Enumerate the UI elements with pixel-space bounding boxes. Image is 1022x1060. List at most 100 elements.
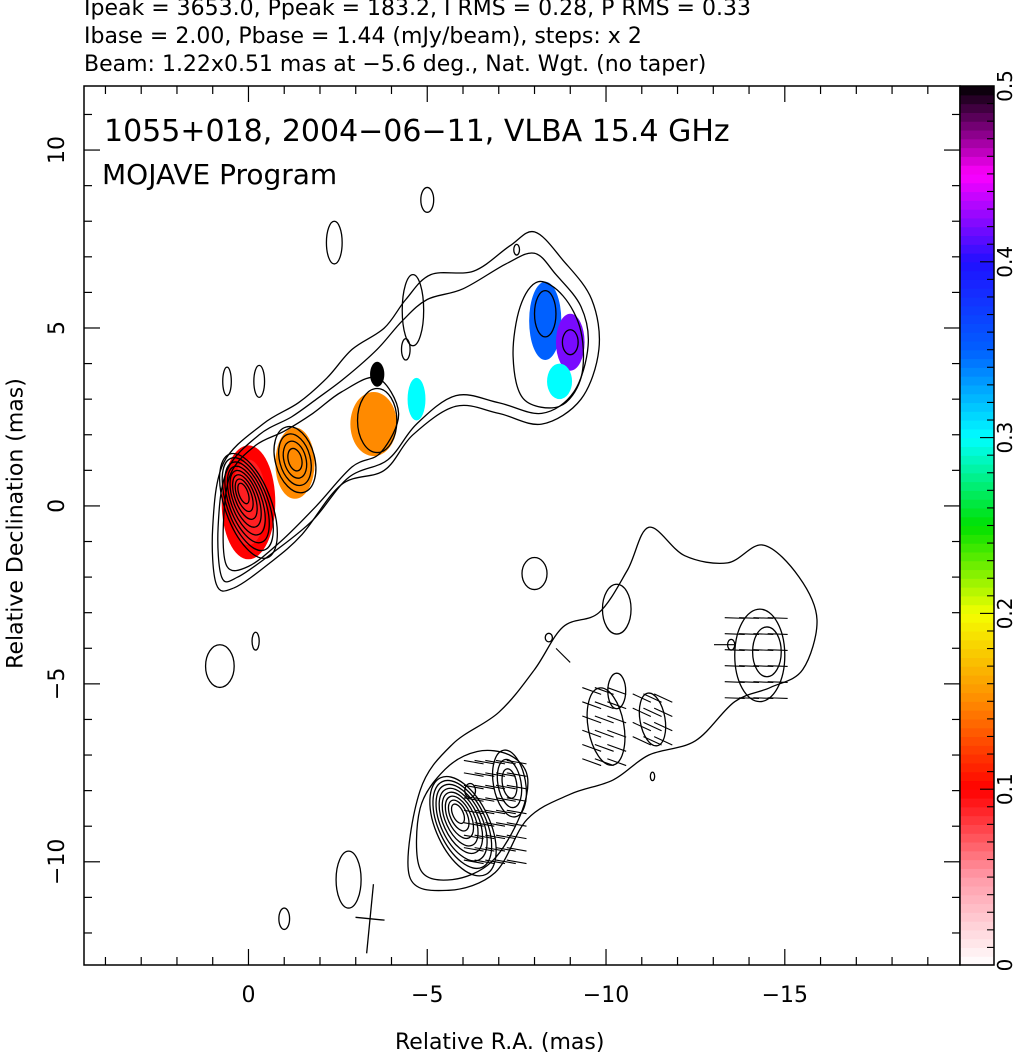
pol-vector-46 — [582, 743, 602, 752]
lower-contour-island-5 — [607, 672, 627, 710]
colorbar-bin — [960, 797, 994, 808]
pol-vector-67 — [643, 736, 662, 746]
colorbar-bin — [960, 850, 994, 861]
pol-vector-42 — [506, 784, 527, 790]
lower-contour-island-left2 — [251, 631, 260, 651]
colorbar-bin — [960, 86, 994, 96]
pol-vector-0 — [463, 859, 484, 865]
upper-contour-3 — [222, 376, 400, 572]
colorbar-bin — [960, 138, 994, 149]
colorbar-bin — [960, 938, 994, 949]
colorbar-bin — [960, 754, 994, 764]
lower-contour-core-0 — [429, 775, 497, 877]
upper-contour-core-4 — [229, 469, 262, 528]
pol-vector-74 — [653, 693, 673, 703]
colorbar-bin — [960, 384, 994, 395]
lower-contour-core-3 — [438, 787, 484, 855]
colorbar-bin — [960, 332, 994, 342]
pol-vector-98 — [767, 617, 788, 619]
header-beam-line: Beam: 1.22x0.51 mas at −5.6 deg., Nat. W… — [84, 52, 707, 77]
pol-vector-49 — [582, 701, 602, 710]
x-tick-label: 0 — [241, 983, 255, 1008]
colorbar-bin — [960, 824, 994, 834]
pol-vector-32 — [495, 797, 516, 802]
colorbar-bin — [960, 103, 994, 113]
lower-contour-core-2 — [435, 783, 488, 862]
colorbar-bin — [960, 841, 994, 852]
colorbar-bin — [960, 226, 994, 237]
colorbar-bin — [960, 121, 994, 131]
lower-contour-core-7 — [450, 803, 466, 825]
colorbar-bin — [960, 771, 994, 782]
pol-vector-9 — [474, 859, 495, 865]
lower-contour-core-4 — [441, 791, 479, 847]
pol-vector-69 — [643, 707, 662, 718]
upper-contour-knot1-0 — [273, 425, 317, 494]
pol-vector-3 — [463, 822, 484, 827]
pol-vector-27 — [495, 859, 516, 865]
pol-vector-5 — [463, 797, 484, 802]
lower-contour-core-5 — [444, 795, 475, 840]
colorbar-bin — [960, 578, 994, 588]
lower-contour-island-4 — [521, 556, 548, 591]
colorbar-bin — [960, 762, 994, 773]
lower-contour-knot1-2 — [501, 768, 518, 799]
pol-vector-40 — [506, 809, 527, 815]
pol-vector-24 — [485, 784, 506, 790]
pol-vector-99 — [555, 647, 571, 663]
pol-vector-25 — [485, 772, 506, 777]
pol-vector-37 — [506, 847, 527, 852]
pol-vector-14 — [474, 797, 495, 802]
pol-vector-66 — [632, 693, 652, 703]
colorbar-bin — [960, 604, 994, 614]
lower-contour-island-6 — [649, 771, 656, 782]
pol-vector-23 — [485, 797, 506, 802]
pol-vector-73 — [653, 707, 673, 718]
pol-vector-35 — [495, 759, 516, 765]
colorbar-bin — [960, 411, 994, 421]
upper-contour-knot3 — [533, 289, 557, 338]
colorbar-bin — [960, 472, 994, 483]
upper-contour-island-2 — [420, 186, 435, 213]
lower-contour-island-1 — [278, 907, 291, 931]
colorbar-bin — [960, 279, 994, 289]
lower-contour-knot3 — [638, 692, 667, 747]
color-patch-6 — [555, 313, 585, 371]
colorbar-bin — [960, 613, 994, 623]
header-stats-line: Ipeak = 3653.0, Ppeak = 183.2, I RMS = 0… — [84, 0, 751, 21]
colorbar-bin — [960, 666, 994, 676]
axis-ticks — [84, 86, 960, 965]
pol-vector-19 — [485, 847, 506, 852]
x-tick-label: −5 — [411, 983, 443, 1008]
colorbar-bin — [960, 94, 994, 105]
upper-contour-core-2 — [224, 461, 270, 544]
pol-vector-26 — [485, 759, 506, 765]
pol-vector-6 — [463, 784, 484, 790]
colorbar-bin — [960, 165, 994, 175]
pol-vector-36 — [506, 859, 527, 865]
colorbar: 0 0.1 0.2 0.3 0.4 0.5 — [959, 70, 1017, 971]
upper-contour-island-6 — [222, 366, 232, 397]
upper-contour-knot4 — [561, 329, 579, 356]
lower-contour-knot5 — [751, 626, 782, 678]
lower-contour-island-left — [204, 644, 235, 689]
upper-contour-core-0 — [218, 452, 278, 560]
pol-vector-11 — [474, 834, 495, 840]
colorbar-bin — [960, 815, 994, 825]
colorbar-bin — [960, 718, 994, 729]
colorbar-bin — [960, 587, 994, 597]
colorbar-bin — [960, 147, 994, 157]
colorbar-bin — [960, 393, 994, 404]
pol-vector-61 — [607, 701, 627, 710]
pol-vector-12 — [474, 822, 495, 827]
pol-vector-15 — [474, 784, 495, 790]
pol-vector-55 — [594, 701, 614, 710]
lower-contour-core-1 — [432, 779, 493, 870]
colorbar-bin — [960, 490, 994, 500]
x-axis-label: Relative R.A. (mas) — [395, 1030, 605, 1055]
colorbar-bin — [960, 288, 994, 298]
colorbar-bin — [960, 481, 994, 491]
colorbar-bin — [960, 947, 994, 957]
pol-vector-97 — [767, 633, 788, 635]
pol-vector-21 — [485, 822, 506, 827]
